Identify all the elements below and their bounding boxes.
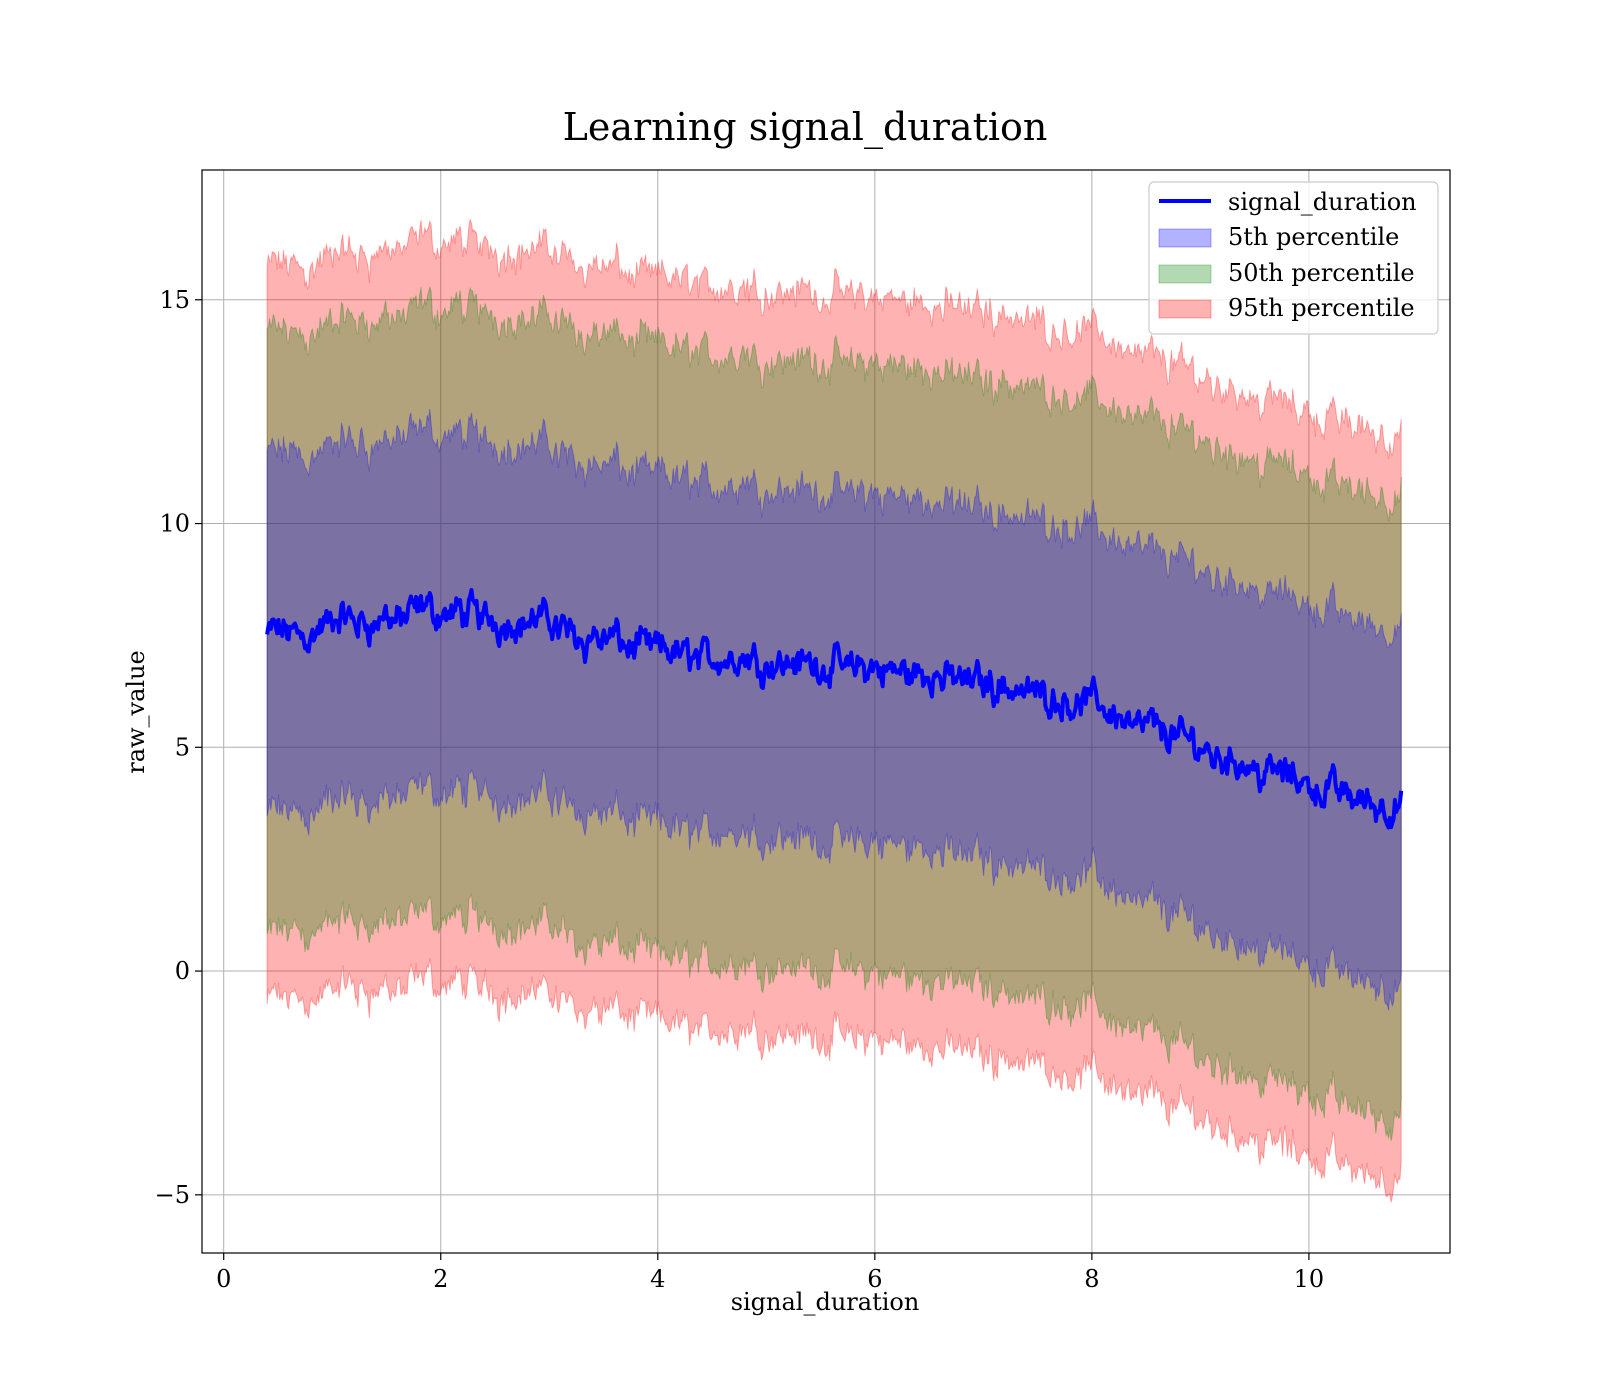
- y-axis-label: raw_value: [122, 650, 150, 774]
- band-50th-percentile: [266, 286, 1402, 1142]
- y-axis-ticks: −5 0 5 10 15: [155, 286, 202, 1209]
- x-axis-label: signal_duration: [731, 1288, 920, 1316]
- plot-frame: [201, 169, 1451, 1254]
- y-tick-label: −5: [155, 1181, 190, 1209]
- legend-swatch-95th: [1158, 299, 1212, 319]
- x-axis-ticks: 0 2 4 6 8 10: [216, 1253, 1324, 1293]
- legend-label-50th: 50th percentile: [1228, 259, 1415, 287]
- band-95th-percentile: [266, 219, 1402, 1203]
- y-tick-label: 15: [159, 286, 190, 314]
- x-tick-label: 10: [1294, 1265, 1325, 1293]
- legend[interactable]: signal_duration 5th percentile 50th perc…: [1148, 181, 1439, 335]
- x-tick-label: 6: [867, 1265, 882, 1293]
- x-tick-label: 4: [650, 1265, 665, 1293]
- y-tick-label: 5: [175, 733, 190, 761]
- legend-label-5th: 5th percentile: [1228, 223, 1399, 251]
- legend-box: [1148, 181, 1439, 335]
- y-tick-label: 0: [175, 957, 190, 985]
- chart-title: Learning signal_duration: [563, 105, 1048, 150]
- x-tick-label: 0: [216, 1265, 231, 1293]
- line-signal-duration: [265, 588, 1404, 830]
- legend-label-signal-duration: signal_duration: [1228, 188, 1417, 216]
- legend-swatch-50th: [1158, 264, 1212, 284]
- percentile-bands: [266, 219, 1402, 1203]
- legend-label-95th: 95th percentile: [1228, 294, 1415, 322]
- legend-swatch-5th: [1158, 228, 1212, 248]
- band-5th-percentile: [266, 409, 1402, 1011]
- x-tick-label: 2: [433, 1265, 448, 1293]
- series-lines: [265, 588, 1404, 830]
- x-tick-label: 8: [1084, 1265, 1099, 1293]
- y-tick-label: 10: [159, 510, 190, 538]
